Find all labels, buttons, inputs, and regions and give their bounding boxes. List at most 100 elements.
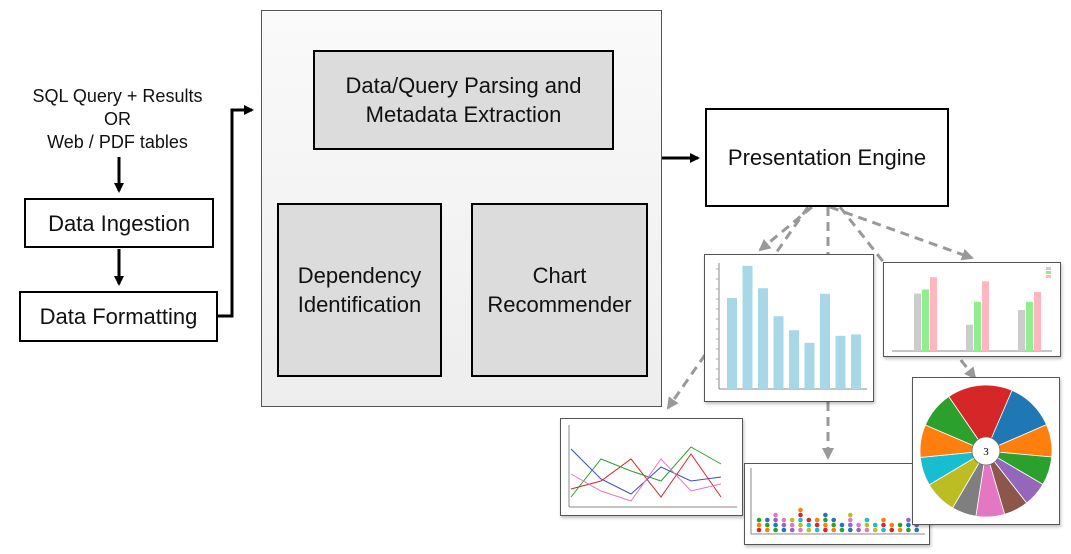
dot-thumb-dot [897,527,903,533]
bar-thumb-bar [804,342,815,389]
chart-recommender-box: Chart Recommender [471,203,648,377]
dependency-identification-label: Dependency Identification [297,263,422,317]
bar-thumb-bar [789,330,799,389]
dashed-arrow-to-bar-chart [758,205,813,252]
line-thumb-series [570,458,722,502]
dot-thumb-dot [798,507,803,513]
dot-thumb-dot [848,512,853,518]
dot-thumb-dot [773,517,778,523]
dot-thumb-dot [831,522,836,528]
dot-thumb-dot [856,522,861,528]
dot-thumb-dot [881,527,886,533]
dot-thumb-dot [773,512,778,518]
dot-thumb-dot [814,527,820,533]
dot-thumb-dot [773,527,778,533]
input-line-or: OR [104,109,131,129]
bar-thumb-bar [742,265,753,389]
dot-thumb-dot [773,522,778,528]
dot-thumb-dot [798,527,803,533]
dot-thumb-dot [848,517,853,523]
input-line-sql: SQL Query + Results [32,86,203,106]
dot-thumb-dot [906,527,911,533]
dot-thumb-dot [765,522,770,528]
dot-thumb-dot [914,527,919,533]
dot-thumb-dot [823,517,828,523]
dot-thumb-dot [823,522,828,528]
dot-thumb-dot [756,522,762,528]
dot-thumb-dot [781,527,787,533]
dot-chart-thumbnail [744,463,930,545]
dot-thumb-dot [839,527,845,533]
data-ingestion-label: Data Ingestion [48,210,190,236]
dot-thumb-dot [864,522,870,528]
grouped-thumb-bar [1026,301,1033,351]
data-ingestion-box: Data Ingestion [24,198,214,248]
dot-thumb-dot [864,517,870,523]
bar-chart-thumbnail [704,254,874,402]
dot-thumb-dot [872,522,878,528]
grouped-thumb-bar [982,281,989,351]
input-sources-label: SQL Query + Results OR Web / PDF tables [10,85,225,154]
dot-thumb-dot [881,517,886,523]
dot-thumb-dot [889,522,895,528]
dot-thumb-dot [823,512,828,518]
dot-thumb-dot [806,517,812,523]
grouped-thumb-legend-swatch [1046,271,1051,274]
line-thumb-series [570,453,722,498]
pie-chart-svg: 3 [919,384,1053,518]
input-line-web: Web / PDF tables [47,132,188,152]
pie-thumb-center-label: 3 [983,446,989,458]
dot-thumb-dot [806,527,812,533]
dot-thumb-dot [831,517,836,523]
grouped-bar-chart-thumbnail [883,262,1061,357]
grouped-thumb-bar [1034,291,1041,351]
pie-chart-thumbnail: 3 [912,377,1060,525]
bar-thumb-bar [835,335,846,389]
arrow-formatting-to-core [217,105,254,318]
dot-thumb-dot [856,527,861,533]
dot-thumb-dot [897,522,903,528]
dot-thumb-dot [806,522,812,528]
data-formatting-label: Data Formatting [39,304,198,329]
dot-thumb-dot [872,527,878,533]
dot-thumb-dot [789,527,795,533]
parsing-box: Data/Query Parsing and Metadata Extracti… [313,50,614,150]
grouped-thumb-bar [914,293,921,351]
dot-thumb-dot [906,522,911,528]
dot-thumb-dot [756,517,762,523]
dot-thumb-dot [789,517,795,523]
bar-thumb-bar [727,298,737,389]
bar-chart-svg [716,263,867,390]
dot-thumb-dot [765,517,770,523]
grouped-thumb-bar [966,324,973,351]
chart-recommender-label: Chart Recommender [487,263,632,317]
presentation-engine-box: Presentation Engine [705,108,949,207]
grouped-bar-chart-svg [892,267,1052,352]
dot-thumb-dot [814,522,820,528]
line-chart-thumbnail [560,418,743,516]
dot-thumb-dot [781,522,787,528]
bar-thumb-bar [820,293,830,389]
dot-thumb-dot [823,527,828,533]
grouped-thumb-legend-swatch [1046,275,1051,278]
grouped-thumb-bar [922,289,929,351]
dot-thumb-dot [756,527,762,533]
pie-thumb-slice [924,395,988,452]
dot-thumb-dot [765,527,770,533]
dot-thumb-dot [848,527,853,533]
grouped-thumb-bar [1018,310,1025,351]
dot-thumb-dot [798,522,803,528]
dot-thumb-dot [864,527,870,533]
grouped-thumb-bar [930,277,937,351]
dot-thumb-dot [889,527,895,533]
parsing-label: Data/Query Parsing and Metadata Extracti… [345,73,582,127]
dot-thumb-dot [839,522,845,528]
grouped-thumb-bar [974,301,981,351]
line-chart-svg [568,425,737,508]
dot-thumb-dot [906,517,911,523]
dot-thumb-dot [798,512,803,518]
pie-thumb-center [971,436,1001,466]
dot-thumb-dot [798,517,803,523]
presentation-engine-label: Presentation Engine [727,145,927,170]
dot-thumb-dot [814,517,820,523]
